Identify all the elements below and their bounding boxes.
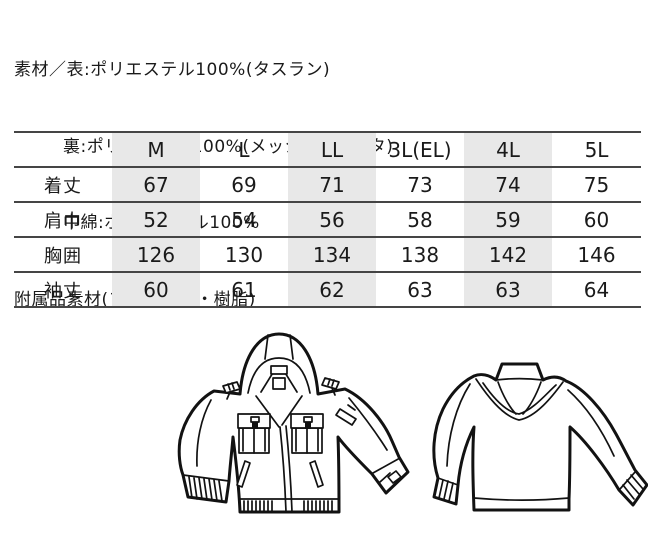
column-header-3l: 3L(EL) (376, 131, 464, 167)
size-value-cell: 64 (552, 271, 641, 308)
size-value-cell: 134 (288, 236, 376, 272)
sleeve-seams (196, 397, 388, 467)
size-value-cell: 142 (464, 236, 552, 272)
size-value-cell: 130 (200, 236, 288, 272)
column-header-m: M (112, 131, 200, 167)
size-value-cell: 63 (376, 271, 464, 308)
size-value-cell: 126 (112, 236, 200, 272)
cuff-left-back (437, 477, 459, 502)
table-row-shoulder-width: 肩巾 52 54 56 58 59 60 (14, 201, 641, 237)
column-header-ll: LL (288, 131, 376, 167)
chest-pocket-left (237, 413, 271, 454)
row-label: 肩巾 (14, 201, 112, 237)
size-value-cell: 69 (200, 166, 288, 202)
size-value-cell: 56 (288, 201, 376, 237)
row-label: 胸囲 (14, 236, 112, 272)
corner-cell (14, 131, 112, 167)
size-value-cell: 58 (376, 201, 464, 237)
hem-band-back (473, 497, 570, 502)
size-value-cell: 62 (288, 271, 376, 308)
jacket-front-illustration (177, 332, 410, 514)
column-header-4l: 4L (464, 131, 552, 167)
size-value-cell: 54 (200, 201, 288, 237)
column-header-5l: 5L (552, 131, 641, 167)
collar-zipper-area (255, 365, 303, 513)
size-value-cell: 63 (464, 271, 552, 308)
welt-pockets (236, 460, 324, 488)
size-value-cell: 138 (376, 236, 464, 272)
size-value-cell: 59 (464, 201, 552, 237)
size-value-cell: 67 (112, 166, 200, 202)
size-value-cell: 146 (552, 236, 641, 272)
shoulder-toggles (222, 377, 340, 400)
pen-pocket (335, 404, 357, 426)
row-label: 袖丈 (14, 271, 112, 308)
cuff-right (372, 457, 402, 484)
size-value-cell: 61 (200, 271, 288, 308)
cuff-left (182, 474, 230, 502)
sleeve-seams-back (446, 383, 615, 467)
jacket-back-illustration (432, 362, 648, 512)
size-value-cell: 75 (552, 166, 641, 202)
size-value-cell: 73 (376, 166, 464, 202)
chest-pocket-right (290, 413, 324, 454)
size-table-header-row: M L LL 3L(EL) 4L 5L (14, 131, 641, 167)
hood-back (475, 377, 564, 421)
size-table: M L LL 3L(EL) 4L 5L 着丈 67 69 71 73 74 75… (14, 131, 641, 308)
table-row-sleeve-length: 袖丈 60 61 62 63 63 64 (14, 271, 641, 308)
size-value-cell: 71 (288, 166, 376, 202)
hem-band (239, 498, 340, 512)
size-value-cell: 52 (112, 201, 200, 237)
table-row-body-length: 着丈 67 69 71 73 74 75 (14, 166, 641, 202)
cuff-right-back (619, 470, 644, 500)
table-row-chest: 胸囲 126 130 134 138 142 146 (14, 236, 641, 272)
jacket-back-outline (432, 362, 648, 512)
row-label: 着丈 (14, 166, 112, 202)
size-value-cell: 74 (464, 166, 552, 202)
column-header-l: L (200, 131, 288, 167)
size-value-cell: 60 (552, 201, 641, 237)
material-line-outer: 素材／表:ポリエステル100%(タスラン) (14, 60, 331, 80)
size-value-cell: 60 (112, 271, 200, 308)
